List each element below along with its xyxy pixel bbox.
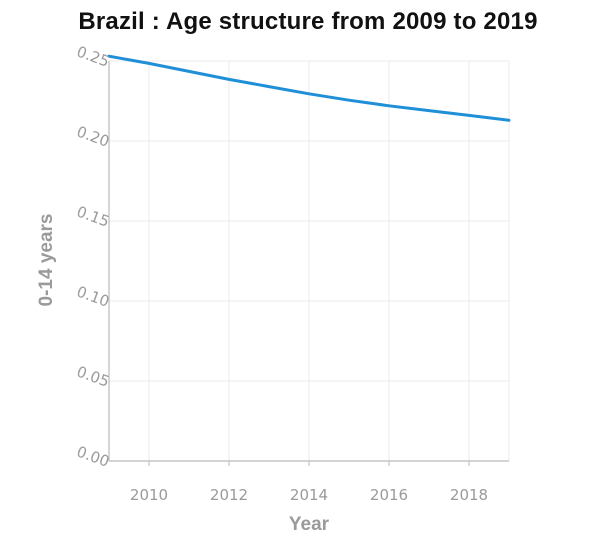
y-tick-label: 0.20	[74, 122, 112, 150]
y-tick-label: 0.10	[74, 282, 112, 310]
x-tick-label: 2016	[370, 486, 408, 504]
x-tick-label: 2012	[210, 486, 248, 504]
y-tick-label: 0.05	[74, 362, 112, 390]
chart-title: Brazil : Age structure from 2009 to 2019	[78, 8, 538, 35]
x-axis-title: Year	[289, 514, 330, 535]
y-tick-label: 0.15	[74, 202, 112, 230]
y-tick-label: 0.25	[74, 42, 112, 70]
y-tick-label: 0.00	[74, 442, 112, 470]
x-tick-label: 2014	[290, 486, 328, 504]
series-layer	[107, 54, 511, 122]
x-tick-label: 2018	[450, 486, 488, 504]
y-axis-title: 0-14 years	[36, 214, 57, 307]
axes	[108, 61, 509, 466]
x-tick-label: 2010	[130, 486, 168, 504]
series-line	[107, 54, 511, 122]
grid-lines	[109, 60, 510, 462]
